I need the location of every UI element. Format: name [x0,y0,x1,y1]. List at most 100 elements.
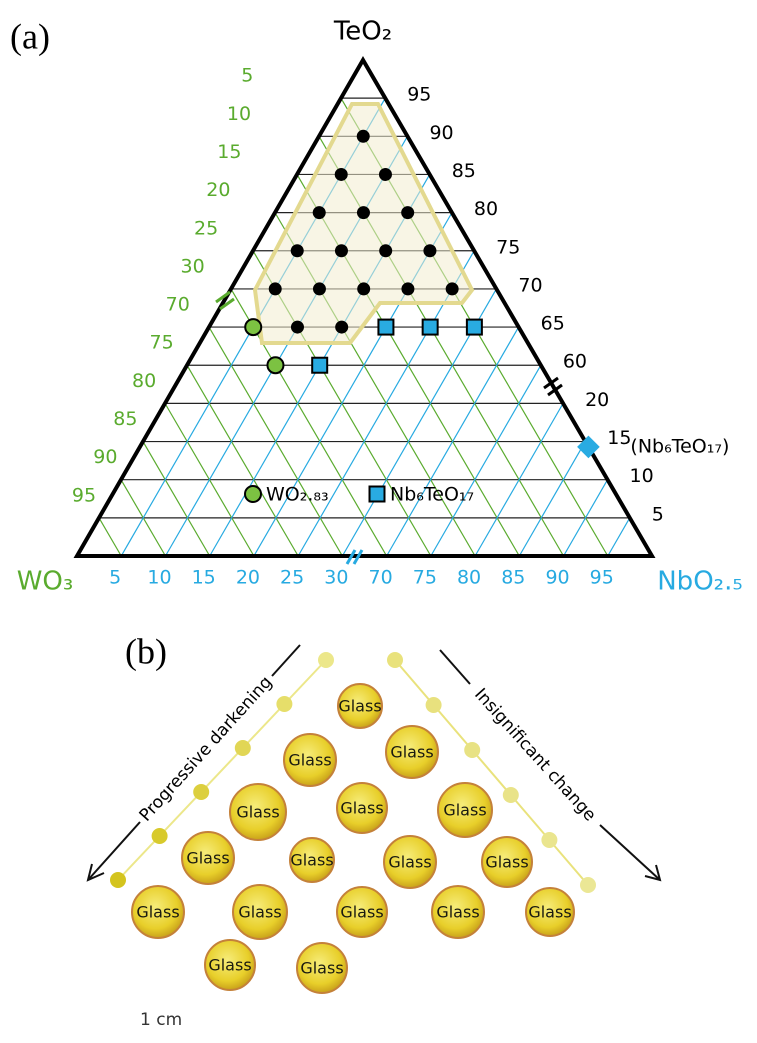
data-point [268,282,282,296]
tick-label: 70 [518,274,542,296]
data-point [423,244,437,258]
chain-dot [502,787,519,803]
tick-label: 20 [585,389,609,411]
tick-label: 95 [407,84,431,106]
glass-bead [232,884,288,940]
tick-label: 90 [429,122,453,144]
data-point [334,167,348,181]
chain-dot [151,828,168,844]
tick-label: 10 [630,465,654,487]
arrow-head [644,864,662,882]
data-point [421,318,439,336]
data-point [577,435,600,459]
tick-label: 90 [545,567,569,589]
bead-label: Glass [290,851,333,870]
chain-dot [425,697,442,713]
data-point [357,282,371,296]
arrow [439,649,662,882]
glass-bead [283,733,337,787]
tick-label: 80 [457,567,481,589]
glass-bead [383,835,437,889]
chain-line [117,659,327,881]
tick-label: 80 [132,370,156,392]
tick-label: 10 [227,103,251,125]
glass-bead [481,836,533,888]
tick-label: 60 [563,351,587,373]
bead-label: Glass [338,697,381,716]
tick-label: 70 [166,294,190,316]
panel-label: (b) [125,631,167,671]
glass-region [252,102,475,345]
bead-label: Glass [443,801,486,820]
tick-label: 30 [181,255,205,277]
data-point [312,206,326,220]
tick-label: 5 [109,567,121,589]
chain-dot [276,696,293,712]
glass-bead [525,887,575,937]
bead-label: Glass [186,849,229,868]
glass-bead [181,831,235,885]
data-point [311,356,329,374]
legend-label: Nb₆TeO₁₇ [390,484,474,506]
data-point [290,320,304,334]
data-point [401,206,415,220]
tick-label: 25 [280,567,304,589]
grid-line [518,441,586,557]
arrow-line [271,644,301,677]
scale-label: 1 cm [140,1010,182,1030]
data-point [356,206,370,220]
tick-label: 5 [652,503,664,525]
glass-bead [336,886,388,938]
data-point [379,244,393,258]
chain-dot [318,652,334,668]
grid-line [563,479,609,557]
tick-label: 10 [147,567,171,589]
tick-label: 95 [590,567,614,589]
legend-marker [244,485,262,503]
chain-dot [464,742,481,758]
tick-label: 30 [324,567,348,589]
glass-bead [431,885,485,939]
tick-label: 90 [93,446,117,468]
bead-label: Glass [340,903,383,922]
chain-dot [580,877,596,893]
glass-bead [437,782,493,838]
data-point [312,282,326,296]
chain-dot [193,784,210,800]
tick-label: 70 [369,567,393,589]
data-point [378,167,392,181]
data-point [290,244,304,258]
chain-line [394,659,589,886]
tick-label: 20 [236,567,260,589]
tick-label: 25 [194,217,218,239]
grid-line [98,517,122,557]
chain-dot [541,832,558,848]
grid-line [142,441,211,557]
bead-label: Glass [528,903,571,922]
bead-label: Glass [136,903,179,922]
tick-label: 15 [192,567,216,589]
data-point [377,318,395,336]
arrow-line [599,824,661,881]
data-point [335,320,349,334]
data-point [244,318,263,337]
glass-bead [289,837,335,883]
tick-label: 75 [413,567,437,589]
arrow [86,644,301,882]
tick-label: 85 [452,160,476,182]
chain-dot [387,652,403,668]
axis-title: TeO₂ [333,17,392,47]
glass-bead [229,783,287,841]
tick-label: 95 [72,484,96,506]
data-point [356,129,370,143]
tick-label: 20 [206,179,230,201]
grid-line [474,403,564,557]
axis-title: WO₃ [17,567,74,597]
grid-line [186,364,299,557]
bead-label: Glass [485,853,528,872]
data-point [266,356,285,375]
grid-line [607,517,631,557]
tick-label: 65 [541,313,565,335]
tick-label: 85 [501,567,525,589]
